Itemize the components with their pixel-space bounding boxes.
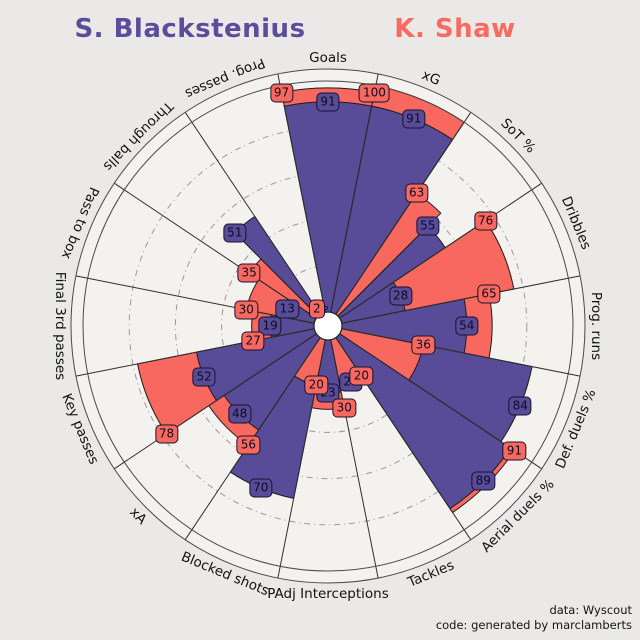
player1-title: S. Blackstenius (74, 14, 306, 44)
value-badge-shaw-4: 65 (477, 284, 501, 304)
value-badge-shaw-6: 91 (502, 441, 527, 461)
value-badge-shaw-10: 56 (236, 435, 260, 455)
value-badge-shaw-11: 78 (154, 424, 179, 444)
slice-boundary (330, 73, 379, 313)
grid-ring-80 (128, 126, 528, 526)
value-badge-blackstenius-2: 55 (416, 216, 440, 236)
value-badge-blackstenius-12: 19 (258, 316, 282, 336)
value-badge-shaw-5: 36 (411, 335, 435, 355)
slice-boundary (335, 112, 472, 315)
value-badge-blackstenius-6: 89 (471, 471, 495, 491)
param-label-goals: Goals (309, 50, 347, 66)
slice-boundary (184, 112, 321, 315)
value-badge-shaw-8: 30 (332, 398, 356, 418)
slice-boundary (75, 275, 315, 324)
value-badge-shaw-7: 20 (349, 366, 374, 386)
value-badge-blackstenius-10: 48 (228, 404, 252, 424)
value-badge-shaw-3: 76 (473, 211, 498, 231)
slice-boundary (341, 328, 581, 377)
value-badge-blackstenius-14: 51 (223, 223, 247, 243)
value-badge-shaw-9: 20 (304, 375, 328, 395)
value-badge-shaw-2: 63 (404, 183, 429, 203)
slice-boundary (75, 328, 315, 377)
value-badge-blackstenius-4: 54 (455, 316, 479, 336)
value-badge-blackstenius-9: 70 (249, 478, 273, 498)
value-badge-blackstenius-5: 84 (508, 396, 532, 416)
value-badge-blackstenius-3: 28 (389, 286, 413, 306)
player2-title: K. Shaw (394, 14, 516, 44)
value-badge-shaw-13: 30 (234, 300, 258, 320)
value-badge-shaw-15: 2 (308, 299, 325, 319)
param-label-padj-interceptions: PAdj Interceptions (267, 586, 389, 602)
value-badge-blackstenius-1: 91 (402, 109, 426, 129)
value-badge-shaw-0: 97 (269, 83, 294, 103)
value-badge-shaw-12: 27 (241, 331, 265, 351)
value-badge-blackstenius-13: 13 (275, 299, 299, 319)
slice-boundary (277, 73, 326, 313)
value-badge-shaw-14: 35 (237, 263, 261, 283)
slice-boundary (114, 182, 317, 319)
r100-circle (82, 80, 574, 572)
credits: data: Wyscout code: generated by marclam… (436, 603, 632, 634)
center-hole (313, 311, 343, 341)
slice-boundary (114, 333, 317, 470)
credit-data-source: data: Wyscout (549, 602, 632, 617)
slice-boundary (341, 275, 581, 324)
param-label-prog-runs: Prog. runs (588, 291, 604, 361)
slice-boundary (330, 339, 379, 579)
value-badge-blackstenius-0: 91 (316, 92, 340, 112)
slice-boundary (339, 182, 542, 319)
value-badge-blackstenius-11: 52 (192, 367, 216, 387)
value-badge-shaw-1: 100 (358, 83, 390, 103)
outer-ring (70, 68, 586, 584)
credit-code: code: generated by marclamberts (435, 618, 632, 633)
param-label-final-3rd-passes: Final 3rd passes (52, 271, 68, 381)
